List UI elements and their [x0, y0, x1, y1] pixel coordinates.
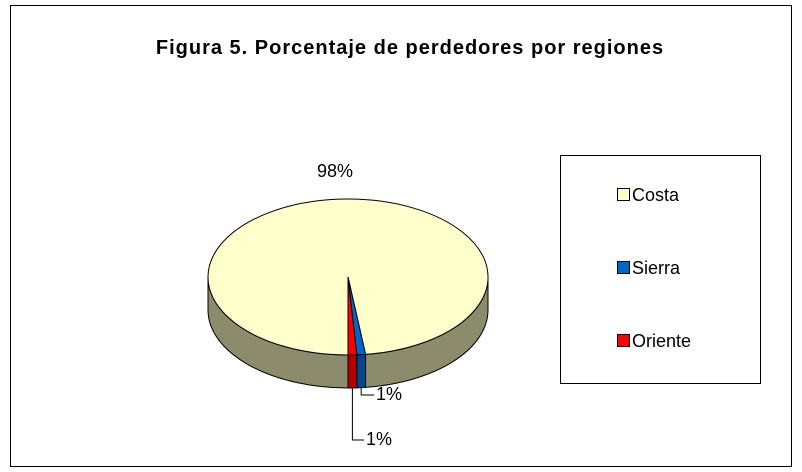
- legend-label: Sierra: [632, 258, 681, 278]
- legend-box: [560, 155, 761, 384]
- leader-line: [360, 387, 374, 396]
- slice-side: [356, 353, 367, 389]
- legend-swatch: [617, 334, 630, 347]
- legend-swatch: [617, 188, 630, 201]
- data-label: 1%: [366, 429, 392, 449]
- legend-label: Oriente: [632, 331, 691, 351]
- leader-line: [351, 387, 364, 441]
- slice-side: [347, 354, 358, 389]
- data-label: 1%: [376, 384, 402, 404]
- slice: [347, 276, 358, 356]
- legend-label: Costa: [632, 185, 680, 205]
- chart-title: Figura 5. Porcentaje de perdedores por r…: [155, 37, 665, 59]
- legend-swatch: [617, 261, 630, 274]
- data-label: 98%: [317, 161, 353, 181]
